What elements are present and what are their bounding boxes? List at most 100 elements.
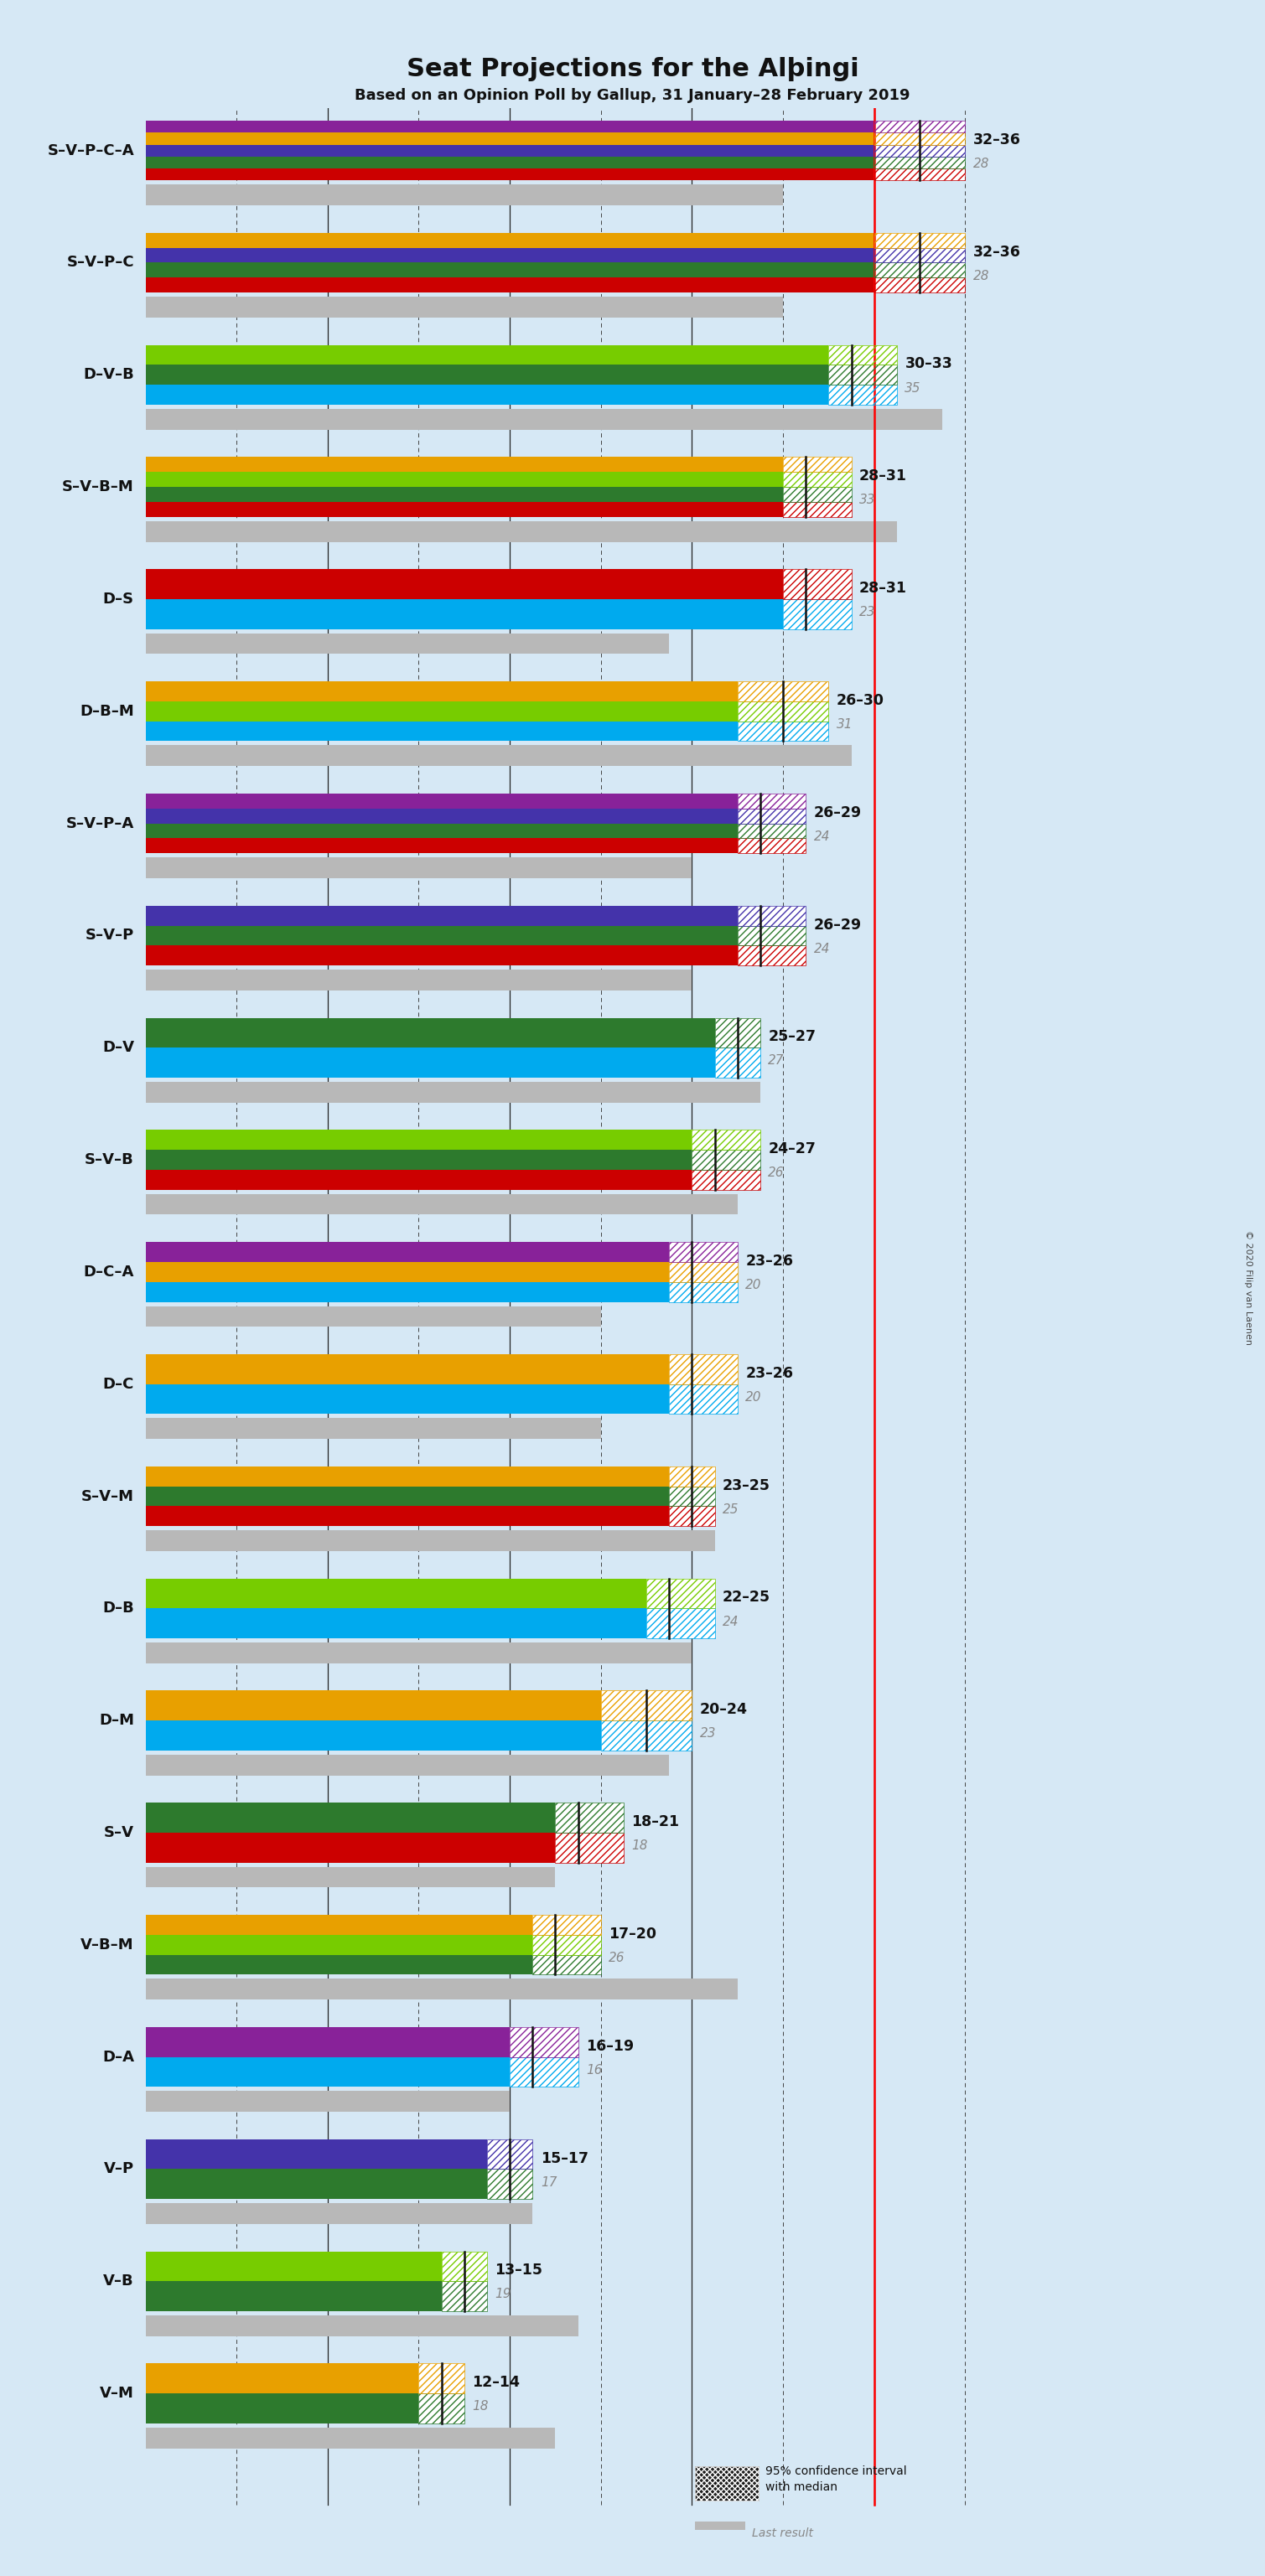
Bar [145,1242,737,1262]
Bar [145,824,806,837]
Bar [419,2365,464,2393]
Bar [737,701,829,721]
Bar [646,1607,715,1638]
Text: S–V–M: S–V–M [81,1489,134,1504]
Bar [646,1607,715,1638]
Bar [145,1754,669,1775]
Bar [145,1607,715,1638]
Bar [145,1048,760,1077]
Bar [669,1262,737,1283]
Bar [874,157,965,167]
Bar [145,1832,624,1862]
Text: 33: 33 [859,495,875,507]
Bar [145,1530,715,1551]
Text: 35: 35 [904,381,921,394]
Bar [145,1507,715,1525]
Bar [669,1486,715,1507]
Bar [783,471,851,487]
Bar [737,793,806,809]
Bar [783,600,851,629]
Bar [694,2483,759,2501]
Bar [145,410,942,430]
Bar [737,907,806,925]
Bar [145,1868,555,1888]
Bar [487,2138,533,2169]
Bar [737,701,829,721]
Text: 19: 19 [495,2287,511,2300]
Bar [829,366,897,384]
Bar [145,837,806,853]
Text: 26–29: 26–29 [813,917,861,933]
Bar [737,945,806,966]
Bar [145,2138,533,2169]
Bar [145,1419,601,1440]
Text: 28: 28 [973,270,989,283]
Bar [145,945,806,966]
Text: © 2020 Filip van Laenen: © 2020 Filip van Laenen [1245,1231,1252,1345]
Bar [145,263,965,278]
Bar [487,2169,533,2200]
Bar [145,502,851,518]
Bar [510,2058,578,2087]
Bar [487,2138,533,2169]
Bar [145,2027,578,2058]
Bar [510,2027,578,2058]
Bar [145,1149,760,1170]
Bar [874,263,965,278]
Text: 32–36: 32–36 [973,245,1021,260]
Bar [145,1262,737,1283]
Bar [145,131,965,144]
Bar [145,1306,601,1327]
Bar [145,2092,510,2112]
Text: 27: 27 [768,1054,784,1066]
Bar [145,1018,760,1048]
Bar [145,1643,692,1664]
Bar [145,1914,601,1935]
Bar [145,157,965,167]
Bar [646,1579,715,1607]
Text: 26–29: 26–29 [813,806,861,819]
Bar [510,2027,578,2058]
Text: 16: 16 [586,2063,602,2076]
Text: 15–17: 15–17 [540,2151,588,2166]
Bar [874,167,965,180]
Text: V–P: V–P [104,2161,134,2177]
Bar [783,471,851,487]
Bar [145,925,806,945]
Bar [692,1170,760,1190]
Bar [694,2465,759,2501]
Bar [533,1955,601,1976]
Bar [145,2169,533,2200]
Bar [145,1355,737,1383]
Text: 24: 24 [722,1615,739,1628]
Bar [737,721,829,742]
Text: 16–19: 16–19 [586,2038,634,2053]
Bar [737,837,806,853]
Bar [783,569,851,600]
Text: V–B: V–B [104,2275,134,2290]
Bar [737,809,806,824]
Bar [715,1018,760,1048]
Text: 28–31: 28–31 [859,580,907,595]
Bar [145,858,692,878]
Text: 28–31: 28–31 [859,469,907,484]
Bar [783,456,851,471]
Bar [145,2365,464,2393]
Text: 31: 31 [836,719,853,732]
Bar [669,1486,715,1507]
Bar [669,1383,737,1414]
Text: 20: 20 [745,1391,762,1404]
Text: 13–15: 13–15 [495,2262,543,2277]
Bar [145,1383,737,1414]
Bar [669,1383,737,1414]
Bar [145,721,829,742]
Bar [715,1018,760,1048]
Bar [145,1283,737,1301]
Text: 12–14: 12–14 [472,2375,520,2391]
Bar [145,2058,578,2087]
Text: 32–36: 32–36 [973,131,1021,147]
Bar [601,1721,692,1752]
Text: Last result: Last result [751,2527,813,2540]
Bar [692,1170,760,1190]
Text: D–C–A: D–C–A [83,1265,134,1280]
